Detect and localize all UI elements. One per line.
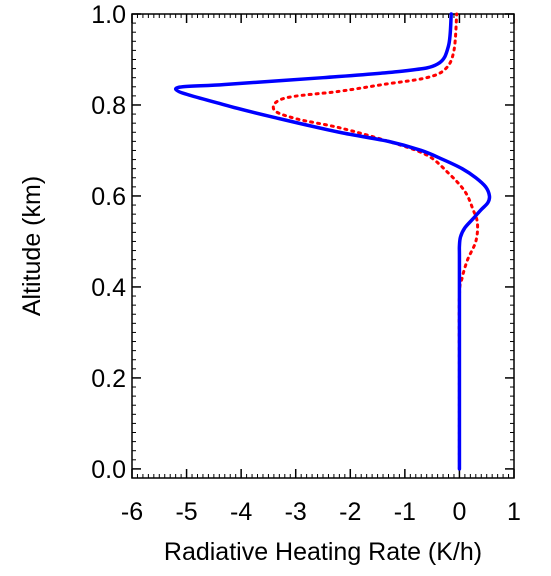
y-tick-label: 0.8 <box>91 92 126 120</box>
x-tick-label: 0 <box>452 498 466 526</box>
x-tick-label: 1 <box>507 498 521 526</box>
y-tick-label: 0.2 <box>91 365 126 393</box>
plot-frame <box>131 13 515 479</box>
y-axis-title: Altitude (km) <box>18 176 46 316</box>
y-tick-label: 0.4 <box>91 274 126 302</box>
x-axis-title: Radiative Heating Rate (K/h) <box>164 538 482 566</box>
y-tick-label: 0.0 <box>91 456 126 484</box>
series-line-dotted <box>271 12 480 471</box>
x-tick-label: -5 <box>175 498 197 526</box>
series-line-solid <box>173 12 492 471</box>
y-tick-label: 0.6 <box>91 183 126 211</box>
x-tick-label: -4 <box>230 498 252 526</box>
x-tick-label: -1 <box>394 498 416 526</box>
series-layer <box>173 12 492 471</box>
y-tick-label: 1.0 <box>91 1 126 29</box>
y-axis-ticks: 0.0 0.2 0.4 0.6 0.8 1.0 <box>91 1 514 484</box>
x-tick-label: -3 <box>285 498 307 526</box>
x-tick-label: -6 <box>121 498 143 526</box>
x-tick-label: -2 <box>339 498 361 526</box>
